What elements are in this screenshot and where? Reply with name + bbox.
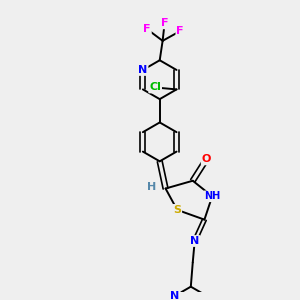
Text: Cl: Cl [149,82,161,92]
Text: N: N [138,65,148,75]
Text: N: N [190,236,199,246]
Text: N: N [170,291,179,300]
Text: S: S [173,205,181,215]
Text: O: O [202,154,211,164]
Text: NH: NH [204,191,220,201]
Text: F: F [143,24,151,34]
Text: F: F [176,26,184,36]
Text: H: H [147,182,157,192]
Text: F: F [161,18,168,28]
